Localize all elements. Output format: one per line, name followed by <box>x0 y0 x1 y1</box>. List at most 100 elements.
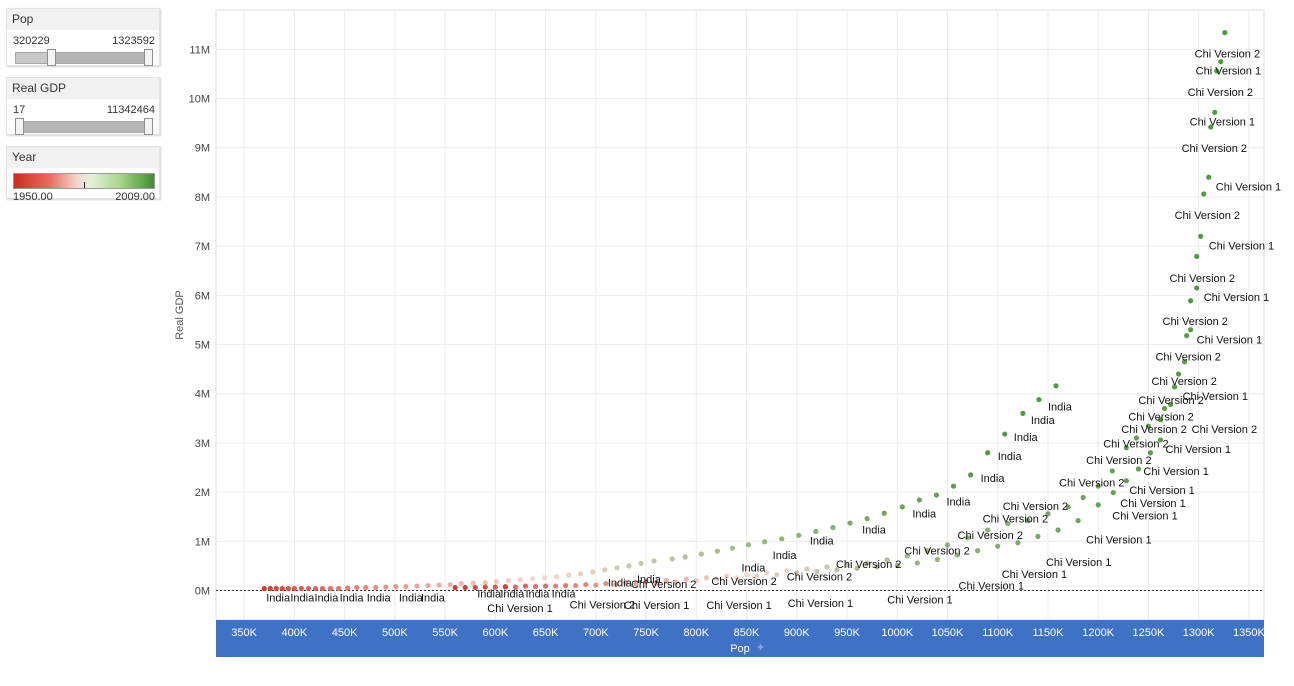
x-tick-label: 1150K <box>1032 627 1064 639</box>
data-point-india <box>447 581 453 588</box>
point-label-chi-version-1: Chi Version 1 <box>1129 485 1194 497</box>
point-label-chi-version-2: Chi Version 2 <box>1195 48 1260 60</box>
data-point-chi-version-2 <box>643 579 649 585</box>
point-label-india: India <box>862 525 887 537</box>
y-tick-label: 5M <box>195 340 210 352</box>
point-label-chi-version-2: Chi Version 2 <box>631 579 696 591</box>
data-point-chi-version-1 <box>1206 174 1212 180</box>
data-point-chi-version-1 <box>593 582 599 588</box>
y-tick-label: 2M <box>195 487 210 499</box>
axis-pin-icon[interactable]: ✦ <box>756 642 766 654</box>
data-point-chi-version-2 <box>1188 298 1194 304</box>
x-tick-label: 450K <box>332 627 358 639</box>
point-label-chi-version-2: Chi Version 2 <box>1003 501 1068 513</box>
data-point-india <box>383 584 389 590</box>
pop-slider-selection <box>47 53 152 63</box>
point-label-india: India <box>314 593 339 605</box>
data-point-india <box>261 585 267 592</box>
data-point-chi-version-1 <box>1110 489 1116 496</box>
x-tick-label: 950K <box>834 627 860 639</box>
x-tick-label: 1250K <box>1133 627 1165 639</box>
point-label-chi-version-2: Chi Version 2 <box>1151 376 1216 388</box>
pop-slider-max-handle[interactable] <box>144 49 153 66</box>
x-tick-label: 600K <box>482 627 508 639</box>
point-label-chi-version-2: Chi Version 2 <box>1170 273 1235 285</box>
gdp-slider-min-handle[interactable] <box>15 118 24 135</box>
data-point-india <box>950 483 957 489</box>
data-point-chi-version-1 <box>492 584 498 590</box>
data-point-india <box>436 582 442 588</box>
data-point-chi-version-2 <box>1157 417 1164 423</box>
point-label-chi-version-1: Chi Version 1 <box>959 581 1024 593</box>
gdp-filter-title: Real GDP <box>7 78 159 99</box>
data-point-india <box>1053 383 1059 389</box>
data-point-india <box>517 577 524 583</box>
point-label-chi-version-2: Chi Version 2 <box>1121 424 1186 436</box>
pop-range-slider[interactable] <box>15 49 153 66</box>
data-point-india <box>425 582 431 589</box>
x-tick-label: 500K <box>382 627 408 639</box>
x-tick-label: 750K <box>633 627 659 639</box>
y-tick-label: 3M <box>195 438 210 450</box>
point-label-india: India <box>421 593 446 605</box>
data-point-india <box>285 585 291 592</box>
data-point-india <box>470 580 476 586</box>
data-point-chi-version-2 <box>1065 504 1071 510</box>
point-label-chi-version-2: Chi Version 2 <box>983 513 1048 525</box>
gdp-range-slider[interactable] <box>15 118 153 135</box>
data-point-chi-version-2 <box>1222 30 1228 36</box>
data-point-chi-version-1 <box>914 560 920 566</box>
year-color-legend: Year 1950.00 2009.00 <box>6 146 160 203</box>
gdp-slider-selection <box>16 122 152 132</box>
data-point-chi-version-1 <box>673 579 679 585</box>
point-label-india: India <box>525 589 550 601</box>
data-point-india <box>414 583 420 589</box>
data-point-chi-version-1 <box>1157 437 1164 443</box>
year-legend-range: 1950.00 2009.00 <box>7 189 159 206</box>
data-point-chi-version-1 <box>854 565 860 571</box>
data-point-chi-version-2 <box>663 578 669 584</box>
data-point-india <box>729 545 736 551</box>
point-label-chi-version-1: Chi Version 1 <box>1197 334 1262 346</box>
data-point-india <box>682 554 688 560</box>
data-point-india <box>813 528 819 535</box>
data-point-chi-version-2 <box>1175 371 1182 377</box>
point-label-chi-version-1: Chi Version 1 <box>1166 444 1231 456</box>
x-tick-label: 700K <box>583 627 609 639</box>
point-label-chi-version-1: Chi Version 1 <box>1046 557 1111 569</box>
x-tick-label: 1050K <box>932 627 964 639</box>
gdp-slider-max-handle[interactable] <box>144 118 153 135</box>
x-tick-label: 1300K <box>1183 627 1215 639</box>
pop-slider-min-handle[interactable] <box>47 49 57 66</box>
data-point-india <box>273 585 279 592</box>
data-point-india <box>847 520 853 526</box>
data-point-chi-version-1 <box>1095 502 1101 508</box>
data-point-chi-version-2 <box>1201 191 1207 197</box>
data-point-india <box>279 585 285 592</box>
point-label-india: India <box>477 589 502 601</box>
point-label-india: India <box>552 589 577 601</box>
point-label-india: India <box>741 563 766 575</box>
data-point-india <box>403 583 409 590</box>
data-point-india <box>298 585 305 592</box>
year-color-ramp <box>13 173 155 189</box>
data-point-chi-version-2 <box>542 583 549 589</box>
x-axis-tick-labels: 350K 400K 450K 500K 550K 600K 650K 700K 750K 800K… <box>231 627 1265 639</box>
data-point-chi-version-2 <box>1208 124 1214 130</box>
point-label-india: India <box>637 574 662 586</box>
point-label-chi-version-2: Chi Version 2 <box>1155 351 1220 363</box>
data-point-india <box>505 578 511 584</box>
pop-range-values: 320229 1323592 <box>7 30 159 47</box>
gdp-max-value: 11342464 <box>106 104 155 116</box>
pop-min-value: 320229 <box>13 35 50 47</box>
point-label-chi-version-2: Chi Version 2 <box>958 530 1023 542</box>
data-point-india <box>482 580 488 586</box>
data-point-chi-version-1 <box>633 581 639 587</box>
data-point-chi-version-2 <box>844 562 850 568</box>
point-label-chi-version-1: Chi Version 1 <box>1204 292 1269 304</box>
data-point-india <box>881 510 887 516</box>
data-point-india <box>985 450 991 456</box>
data-point-india <box>745 542 752 548</box>
data-point-india <box>345 585 351 591</box>
